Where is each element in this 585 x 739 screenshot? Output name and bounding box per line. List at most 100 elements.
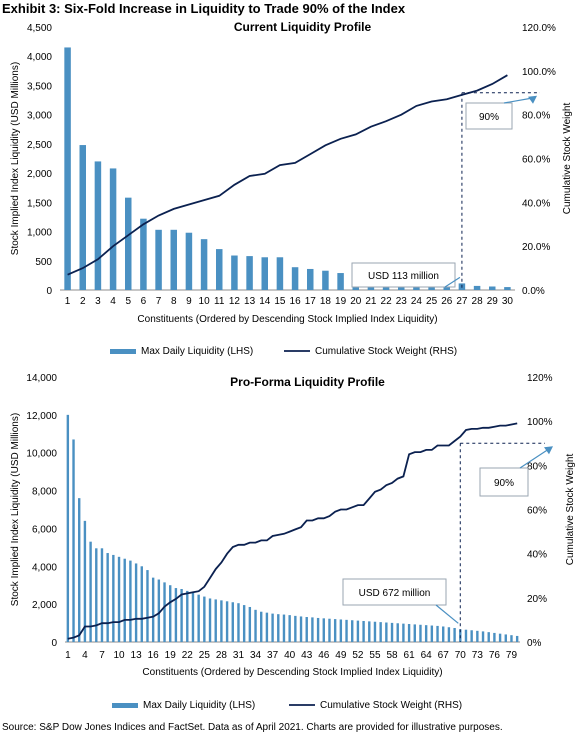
current-callout-usd-label: USD 113 million: [368, 271, 439, 282]
proforma-bar: [385, 622, 388, 642]
current-y-tick-label: 2,500: [27, 140, 52, 151]
proforma-callout-90-label: 90%: [494, 478, 514, 489]
current-bar: [155, 229, 162, 290]
proforma-bar: [487, 632, 490, 642]
current-y-tick-label: 0: [46, 286, 52, 297]
proforma-bar: [311, 617, 314, 642]
proforma-x-tick-label: 13: [131, 650, 143, 661]
proforma-bar: [282, 614, 286, 642]
proforma-legend-bar-swatch: [112, 703, 138, 708]
current-y-tick-label: 500: [35, 257, 52, 268]
proforma-x-tick-label: 58: [386, 650, 398, 661]
proforma-x-tick-label: 55: [369, 650, 381, 661]
proforma-x-tick-label: 28: [216, 650, 228, 661]
proforma-y-tick-label: 6,000: [32, 524, 57, 535]
current-legend-line-label: Cumulative Stock Weight (RHS): [315, 346, 457, 357]
current-y2-tick-label: 20.0%: [522, 242, 550, 253]
proforma-x-tick-label: 46: [318, 650, 330, 661]
current-y-tick-label: 4,500: [27, 23, 52, 34]
proforma-x-tick-label: 40: [284, 650, 296, 661]
proforma-x-tick-label: 67: [438, 650, 450, 661]
proforma-bar: [225, 601, 229, 642]
current-callout-90-arrowhead: [528, 95, 537, 104]
current-bar: [307, 268, 314, 290]
proforma-x-tick-label: 73: [472, 650, 484, 661]
proforma-bar: [345, 619, 348, 642]
current-liquidity-chart: Current Liquidity Profile 0 500 1,000 1,500 2…: [10, 20, 573, 357]
current-y-axis-title: Stock Implied Index Liquidity (USD Milli…: [10, 62, 21, 255]
current-bar: [337, 273, 344, 290]
proforma-x-tick-label: 19: [165, 650, 177, 661]
proforma-bar: [180, 589, 183, 642]
current-bar: [276, 257, 284, 290]
current-y2-tick-label: 80.0%: [522, 111, 550, 122]
current-chart-title: Current Liquidity Profile: [234, 20, 372, 34]
current-y2-tick-label: 0.0%: [522, 286, 545, 297]
proforma-bar: [83, 520, 87, 642]
proforma-bar: [106, 553, 109, 642]
proforma-bar: [407, 624, 411, 642]
proforma-x-tick-label: 22: [182, 650, 194, 661]
proforma-bar: [294, 615, 297, 642]
proforma-bar: [322, 618, 325, 642]
current-callout-usd-arrow: [444, 276, 461, 288]
current-callout-90-label: 90%: [479, 112, 499, 123]
proforma-bar: [242, 605, 246, 642]
current-bar: [504, 287, 511, 290]
proforma-bar: [123, 558, 126, 642]
proforma-bar: [305, 617, 308, 642]
proforma-bar: [356, 620, 360, 642]
proforma-y-tick-label: 12,000: [26, 411, 57, 422]
proforma-x-tick-label: 10: [113, 650, 125, 661]
current-x-tick-label: 8: [171, 296, 177, 307]
current-callout-90-box: [465, 102, 513, 130]
current-x-tick-label: 12: [229, 296, 241, 307]
proforma-y-tick-label: 4,000: [32, 562, 57, 573]
current-x-tick-label: 25: [426, 296, 438, 307]
current-x-tick-label: 3: [95, 296, 101, 307]
proforma-callout-usd-arrow: [435, 604, 459, 624]
proforma-bar: [265, 612, 269, 642]
proforma-y2-tick-label: 80%: [527, 461, 547, 472]
current-y2-tick-label: 60.0%: [522, 155, 550, 166]
current-x-tick-label: 4: [110, 296, 116, 307]
current-x-tick-label: 7: [156, 296, 162, 307]
proforma-bar: [220, 600, 223, 642]
exhibit-title: Exhibit 3: Six-Fold Increase in Liquidit…: [2, 1, 406, 16]
current-callout-90-arrow: [503, 97, 535, 104]
proforma-x-tick-label: 4: [82, 650, 88, 661]
current-x-tick-label: 17: [305, 296, 317, 307]
current-x-tick-label: 1: [65, 296, 71, 307]
proforma-bar: [174, 588, 178, 642]
current-bar: [246, 256, 253, 290]
proforma-bar: [95, 548, 98, 642]
proforma-bar: [464, 629, 468, 642]
current-x-axis-title: Constituents (Ordered by Descending Stoc…: [137, 314, 437, 325]
proforma-bar: [447, 627, 451, 642]
current-legend-bar-label: Max Daily Liquidity (LHS): [141, 346, 253, 357]
proforma-bar: [117, 556, 121, 642]
proforma-bar: [169, 585, 172, 642]
current-bar: [79, 145, 86, 290]
current-x-tick-label: 14: [259, 296, 271, 307]
current-bar: [109, 168, 117, 290]
proforma-callout-usd-label: USD 672 million: [359, 588, 431, 599]
proforma-y2-tick-label: 100%: [527, 417, 553, 428]
proforma-bar: [413, 624, 416, 642]
proforma-bar: [260, 611, 263, 642]
current-legend-bar-swatch: [110, 349, 136, 354]
proforma-bar: [231, 602, 234, 642]
current-bar: [185, 232, 193, 290]
current-y-tick-label: 1,000: [27, 228, 52, 239]
proforma-x-tick-label: 7: [99, 650, 105, 661]
current-x-tick-label: 27: [456, 296, 468, 307]
proforma-x-tick-label: 25: [199, 650, 211, 661]
current-bar: [291, 267, 299, 290]
proforma-bar: [66, 414, 70, 642]
proforma-x-tick-label: 37: [267, 650, 279, 661]
current-x-tick-label: 26: [441, 296, 453, 307]
proforma-bar: [203, 596, 206, 642]
proforma-bar: [191, 592, 195, 642]
proforma-bar: [271, 613, 274, 642]
